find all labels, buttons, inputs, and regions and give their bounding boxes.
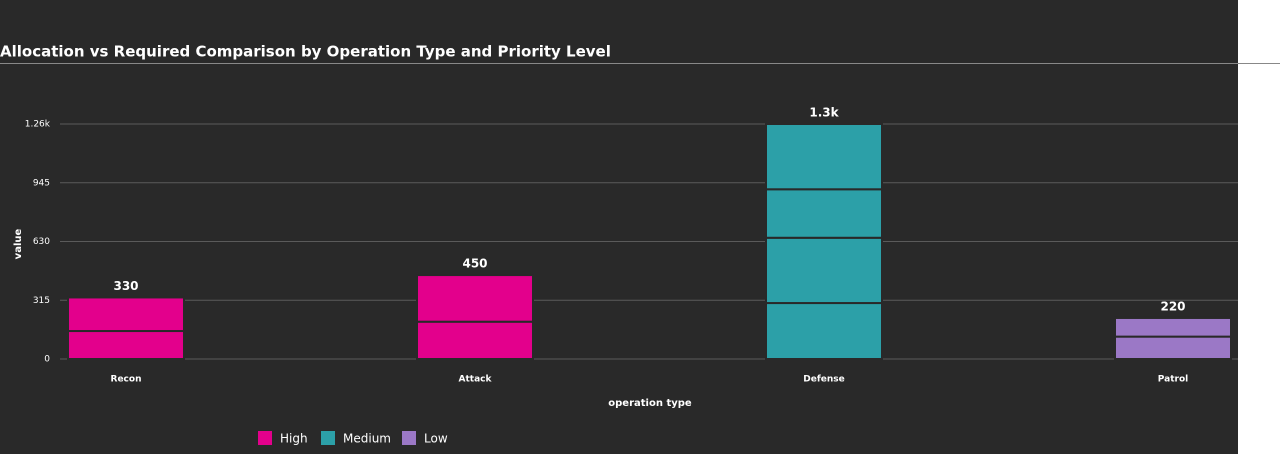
chart-title: Allocation vs Required Comparison by Ope… <box>0 43 611 61</box>
bar-segment <box>416 274 534 323</box>
y-tick-label: 0 <box>44 355 50 365</box>
value-label: 1.3k <box>809 106 839 120</box>
legend-label: High <box>280 432 308 446</box>
legend-label: Low <box>424 432 448 446</box>
value-label: 450 <box>462 257 487 271</box>
bar-segment <box>67 330 185 360</box>
background <box>0 0 1238 454</box>
x-tick-label: Patrol <box>1158 375 1188 385</box>
x-tick-label: Defense <box>803 375 844 385</box>
bar-segment <box>765 236 883 305</box>
bar-segment <box>416 320 534 361</box>
legend-label: Medium <box>343 432 391 446</box>
y-tick-label: 315 <box>33 296 50 306</box>
legend-swatch <box>402 431 416 445</box>
x-tick-label: Attack <box>459 375 493 385</box>
y-tick-label: 945 <box>33 178 50 188</box>
bar-segment <box>765 188 883 239</box>
x-axis-label: operation type <box>608 398 692 409</box>
bar-segment <box>1114 316 1232 338</box>
x-tick-label: Recon <box>111 375 142 385</box>
bar-segment <box>765 302 883 360</box>
legend-swatch <box>258 431 272 445</box>
value-label: 220 <box>1160 299 1185 313</box>
bar-segment <box>1114 335 1232 361</box>
y-tick-label: 630 <box>33 237 50 247</box>
bar-segment <box>67 296 185 333</box>
bar-segment <box>765 123 883 191</box>
y-axis-label: value <box>13 228 24 259</box>
legend-swatch <box>321 431 335 445</box>
value-label: 330 <box>113 279 138 293</box>
y-tick-label: 1.26k <box>25 120 51 130</box>
